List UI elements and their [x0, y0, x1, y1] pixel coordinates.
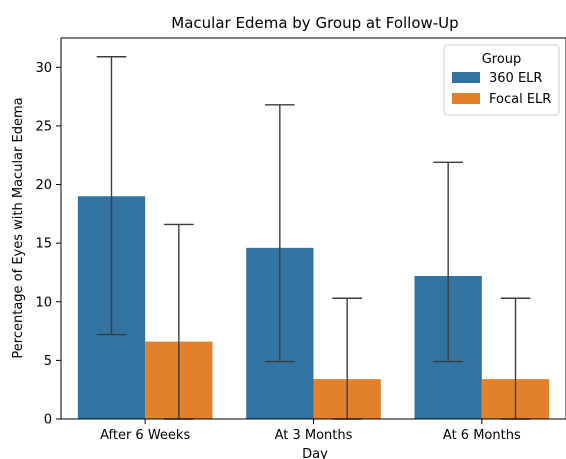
x-axis-label: Day — [302, 447, 328, 459]
y-tick-label-3: 15 — [35, 237, 52, 252]
y-tick-label-0: 0 — [44, 413, 52, 428]
y-tick-label-2: 10 — [35, 295, 52, 310]
legend-title: Group — [482, 52, 522, 67]
legend-label-1: Focal ELR — [489, 92, 551, 107]
legend-swatch-1 — [452, 93, 480, 104]
x-tick-label-2: At 6 Months — [443, 428, 521, 443]
plot-area — [77, 56, 550, 420]
axes: 0 5 10 15 20 25 30 After 6 Weeks At 3 Months At 6… — [35, 37, 566, 443]
y-tick-label-6: 30 — [35, 61, 52, 76]
y-tick-label-5: 25 — [35, 119, 52, 134]
x-tick-label-1: At 3 Months — [275, 428, 353, 443]
legend-label-0: 360 ELR — [489, 71, 542, 86]
y-tick-label-4: 20 — [35, 178, 52, 193]
y-tick-label-1: 5 — [44, 354, 52, 369]
x-tick-label-0: After 6 Weeks — [100, 428, 190, 443]
chart-title: Macular Edema by Group at Follow-Up — [171, 14, 458, 32]
legend: Group 360 ELR Focal ELR — [443, 44, 560, 116]
legend-swatch-0 — [452, 72, 480, 83]
y-axis-label: Percentage of Eyes with Macular Edema — [11, 97, 26, 358]
